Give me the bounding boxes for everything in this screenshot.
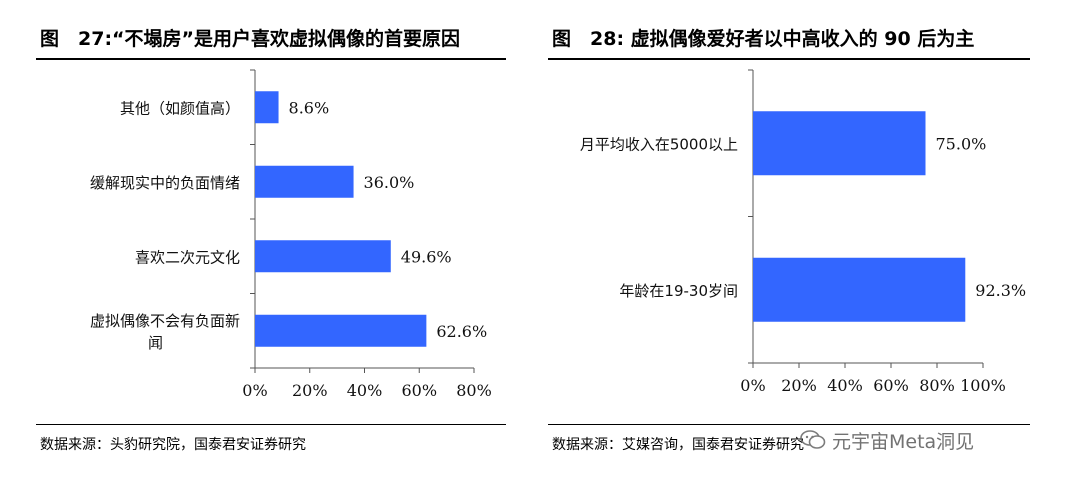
left-chart-panel: 图 27:“不塌房”是用户喜欢虚拟偶像的首要原因 数据来源：头豹研究院，国泰君安… (0, 0, 520, 491)
left-bar-value-label: 8.6% (289, 98, 330, 117)
left-source-rule (36, 424, 506, 425)
left-bar-value-label: 49.6% (401, 247, 452, 266)
left-category-label: 缓解现实中的负面情绪 (90, 174, 240, 192)
right-bar (753, 111, 926, 176)
watermark: 元宇宙Meta洞见 (800, 424, 974, 456)
left-title-rule (36, 58, 506, 60)
left-chart-title: 图 27:“不塌房”是用户喜欢虚拟偶像的首要原因 (40, 28, 461, 50)
left-bar (255, 314, 427, 347)
wechat-icon (800, 430, 826, 449)
watermark-text: 元宇宙Meta洞见 (832, 430, 975, 453)
right-source-rule (548, 424, 1030, 425)
right-x-tick-label: 0% (740, 376, 765, 395)
right-bar (753, 257, 966, 322)
left-x-tick-label: 60% (401, 381, 437, 400)
right-source-note: 数据来源：艾媒咨询，国泰君安证券研究 (552, 437, 804, 453)
right-x-tick-label: 60% (873, 376, 909, 395)
left-x-tick-label: 0% (242, 381, 267, 400)
left-category-label: 喜欢二次元文化 (135, 248, 240, 266)
left-bar (255, 240, 391, 273)
right-title-rule (548, 58, 1030, 60)
left-x-tick-label: 40% (347, 381, 383, 400)
right-x-tick-label: 20% (781, 376, 817, 395)
left-bar (255, 91, 279, 124)
left-category-label: 虚拟偶像不会有负面新闻 (90, 312, 240, 352)
left-x-tick-label: 80% (456, 381, 492, 400)
right-x-tick-label: 80% (919, 376, 955, 395)
left-x-tick-label: 20% (292, 381, 328, 400)
left-bar-value-label: 62.6% (436, 322, 487, 341)
left-category-label: 其他（如颜值高） (120, 99, 240, 117)
right-x-tick-label: 100% (960, 376, 1006, 395)
right-chart-panel: 图 28: 虚拟偶像爱好者以中高收入的 90 后为主 数据来源：艾媒咨询，国泰君… (540, 0, 1071, 491)
right-chart-title: 图 28: 虚拟偶像爱好者以中高收入的 90 后为主 (552, 28, 975, 50)
right-bar-value-label: 92.3% (975, 281, 1026, 300)
left-source-note: 数据来源：头豹研究院，国泰君安证券研究 (40, 437, 306, 453)
left-bar (255, 165, 354, 198)
left-bar-value-label: 36.0% (364, 173, 415, 192)
right-x-tick-label: 40% (827, 376, 863, 395)
right-category-label: 年龄在19-30岁间 (619, 282, 738, 300)
right-category-label: 月平均收入在5000以上 (580, 135, 738, 153)
right-bar-value-label: 75.0% (936, 134, 987, 153)
